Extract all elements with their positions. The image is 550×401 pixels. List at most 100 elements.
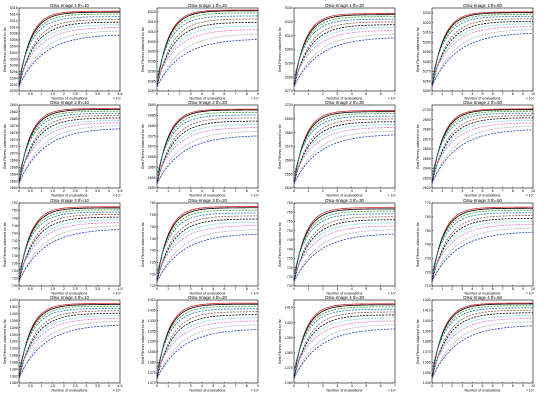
convergence-curve-8 <box>156 320 259 373</box>
y-tick-label: 750 <box>12 209 18 213</box>
x-tick-label: 3 <box>85 287 87 291</box>
x-tick-label: 4 <box>108 287 110 291</box>
x-tick-label: 2 <box>451 92 453 96</box>
x-tick-label: 1 <box>307 92 309 96</box>
convergence-curve-10 <box>18 229 121 282</box>
y-axis-label: Best Fitness obtained so far <box>141 318 145 363</box>
x-tick-label: 3.5 <box>95 92 100 96</box>
y-tick-label: 748 <box>12 216 18 220</box>
y-tick-label: 2650 <box>148 186 156 190</box>
convergence-curve-7 <box>431 119 534 180</box>
subplot-title: Otsu-Image 4 th=50 <box>463 295 502 300</box>
convergence-curve-5 <box>431 215 534 283</box>
convergence-curve-4 <box>293 115 395 176</box>
convergence-curve-6 <box>293 314 396 377</box>
convergence-curve-5 <box>18 115 121 185</box>
convergence-curve-10 <box>431 32 534 86</box>
y-tick-label: 5310 <box>148 30 156 34</box>
y-tick-label: 740 <box>12 246 18 250</box>
x-tick-label: 3 <box>461 384 463 388</box>
x-tick-label: 6 <box>223 189 225 193</box>
x-tick-label: 8 <box>512 92 514 96</box>
y-tick-label: 1396 <box>10 326 18 330</box>
convergence-curve-6 <box>293 219 396 281</box>
x-tick-label: 1 <box>167 287 169 291</box>
x-axis-label: Number of evaluations <box>327 96 363 100</box>
x-tick-label: 10 <box>531 189 535 193</box>
convergence-curve-7 <box>293 317 396 375</box>
x-tick-label: 6 <box>380 189 382 193</box>
convergence-curve-4 <box>18 211 121 274</box>
y-tick-label: 2668 <box>10 159 18 163</box>
convergence-curve-4 <box>18 16 120 79</box>
y-tick-label: 2670 <box>148 145 156 149</box>
x-tick-label: 1.5 <box>50 189 55 193</box>
x-tick-label: 5 <box>212 189 214 193</box>
convergence-curve-4 <box>431 307 534 371</box>
convergence-curve-10 <box>293 134 396 184</box>
convergence-curve-1 <box>156 108 258 185</box>
y-tick-label: 740 <box>150 249 156 253</box>
y-tick-label: 738 <box>12 254 18 258</box>
x-tick-label: 3.5 <box>95 287 100 291</box>
y-tick-label: 2675 <box>148 134 156 138</box>
x-tick-label: 3 <box>85 384 87 388</box>
subplot-10: Otsu-Image 3 th=20 0 1 2 3 4 5 6 7 8 9 725 730 735 740… <box>141 198 260 296</box>
x-exponent-label: × 10⁴ <box>251 291 260 295</box>
x-axis-label: Number of evaluations <box>52 96 88 100</box>
convergence-curve-5 <box>156 18 258 88</box>
y-tick-label: 735 <box>287 257 293 261</box>
x-axis-label: Number of evaluations <box>190 291 226 295</box>
y-tick-label: 1395 <box>148 329 156 333</box>
y-tick-label: 2660 <box>148 165 156 169</box>
y-tick-label: 752 <box>12 201 18 205</box>
y-tick-label: 770 <box>425 201 431 205</box>
y-tick-label: 755 <box>287 220 293 224</box>
y-tick-label: 5330 <box>285 6 293 10</box>
x-tick-label: 2 <box>178 384 180 388</box>
x-tick-label: 7 <box>235 287 237 291</box>
subplot-title: Otsu-Image 2 th=20 <box>188 100 227 105</box>
subplot-15: Otsu-Image 4 th=30 0 1 2 3 4 5 6 7 1360 1370 1380 13… <box>278 295 397 393</box>
x-tick-label: 9 <box>522 189 524 193</box>
y-tick-label: 1360 <box>285 381 293 385</box>
x-axis-label: Number of evaluations <box>190 96 226 100</box>
convergence-curve-6 <box>18 117 121 182</box>
x-tick-label: 4 <box>201 92 203 96</box>
x-tick-label: 10 <box>531 287 535 291</box>
x-tick-label: 2 <box>178 287 180 291</box>
convergence-curve-9 <box>293 324 396 381</box>
y-tick-label: 1380 <box>423 340 431 344</box>
y-tick-label: 5290 <box>148 69 156 73</box>
convergence-curve-7 <box>156 25 259 83</box>
x-exponent-label: × 10⁴ <box>388 291 397 295</box>
convergence-curve-5 <box>156 311 258 380</box>
x-tick-label: 8 <box>512 384 514 388</box>
convergence-curve-10 <box>293 328 396 379</box>
x-tick-label: 6 <box>223 384 225 388</box>
convergence-curve-3 <box>18 209 120 277</box>
y-tick-label: 750 <box>150 225 156 229</box>
x-tick-label: 7 <box>394 92 396 96</box>
convergence-curve-3 <box>431 110 534 179</box>
convergence-curve-2 <box>156 207 258 280</box>
subplot-title: Otsu-Image 4 th=20 <box>188 295 227 300</box>
x-tick-label: 8 <box>512 287 514 291</box>
x-tick-label: 4 <box>351 92 353 96</box>
x-tick-label: 0 <box>156 92 158 96</box>
convergence-curve-4 <box>18 112 121 176</box>
y-tick-label: 2640 <box>285 186 293 190</box>
y-axis-label: Best Fitness obtained so far <box>3 26 7 71</box>
convergence-curve-10 <box>293 233 396 282</box>
y-tick-label: 5260 <box>423 79 431 83</box>
x-tick-label: 5 <box>482 384 484 388</box>
convergence-curve-4 <box>156 15 259 79</box>
x-tick-label: 1 <box>167 189 169 193</box>
convergence-curve-2 <box>293 14 396 85</box>
y-tick-label: 5290 <box>285 62 293 66</box>
convergence-curve-7 <box>18 219 121 278</box>
convergence-curve-6 <box>18 21 121 85</box>
convergence-curve-1 <box>293 303 395 380</box>
convergence-curve-9 <box>293 130 396 186</box>
